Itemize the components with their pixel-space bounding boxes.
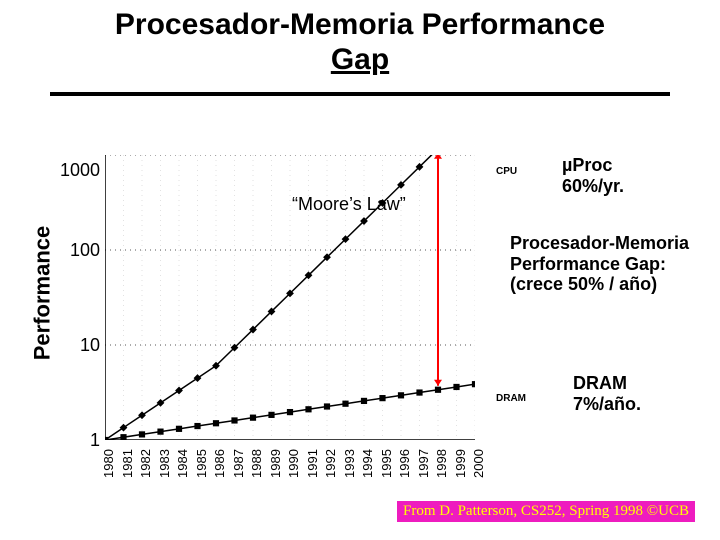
gap-annotation: Procesador-Memoria Performance Gap: (cre… xyxy=(510,233,689,295)
moores-law-label: “Moore’s Law” xyxy=(292,194,406,215)
credit-box: From D. Patterson, CS252, Spring 1998 ©U… xyxy=(397,501,695,522)
xtick-1981: 1981 xyxy=(120,449,135,478)
ytick-1000: 1000 xyxy=(40,160,100,181)
xtick-1985: 1985 xyxy=(194,449,209,478)
slide: Procesador-Memoria Performance Gap Perfo… xyxy=(0,0,720,540)
xtick-1983: 1983 xyxy=(157,449,172,478)
ytick-10: 10 xyxy=(40,335,100,356)
xtick-1989: 1989 xyxy=(268,449,283,478)
xtick-1992: 1992 xyxy=(323,449,338,478)
xtick-1987: 1987 xyxy=(231,449,246,478)
xtick-1980: 1980 xyxy=(101,449,116,478)
ytick-100: 100 xyxy=(40,240,100,261)
title-line-2: Gap xyxy=(331,43,389,76)
cpu-annotation: µProc 60%/yr. xyxy=(562,155,624,196)
xtick-1998: 1998 xyxy=(434,449,449,478)
xtick-1994: 1994 xyxy=(360,449,375,478)
xtick-1988: 1988 xyxy=(249,449,264,478)
xtick-1995: 1995 xyxy=(379,449,394,478)
xtick-1999: 1999 xyxy=(453,449,468,478)
series-label-cpu: CPU xyxy=(496,166,517,177)
performance-chart xyxy=(105,155,475,440)
xtick-1990: 1990 xyxy=(286,449,301,478)
ytick-1: 1 xyxy=(40,430,100,451)
title-rule xyxy=(50,92,670,96)
xtick-1991: 1991 xyxy=(305,449,320,478)
slide-title: Procesador-Memoria Performance Gap xyxy=(0,8,720,77)
title-line-1: Procesador-Memoria Performance xyxy=(115,8,605,41)
xtick-2000: 2000 xyxy=(471,449,486,478)
xtick-1986: 1986 xyxy=(212,449,227,478)
xtick-1993: 1993 xyxy=(342,449,357,478)
xtick-1982: 1982 xyxy=(138,449,153,478)
xtick-1996: 1996 xyxy=(397,449,412,478)
xtick-1997: 1997 xyxy=(416,449,431,478)
dram-annotation: DRAM 7%/año. xyxy=(573,373,641,414)
xtick-1984: 1984 xyxy=(175,449,190,478)
series-label-dram: DRAM xyxy=(496,393,526,404)
